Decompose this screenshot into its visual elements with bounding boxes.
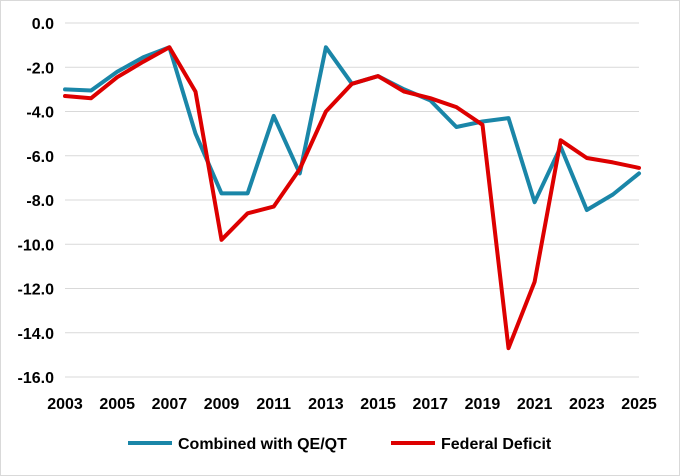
y-tick-label: -16.0 [18, 370, 55, 387]
x-tick-label: 2003 [47, 396, 83, 413]
x-tick-label: 2009 [204, 396, 240, 413]
y-tick-label: -14.0 [18, 326, 55, 343]
y-tick-label: -8.0 [26, 193, 54, 210]
x-tick-label: 2007 [152, 396, 188, 413]
legend-label: Combined with QE/QT [178, 436, 347, 453]
x-tick-label: 2019 [465, 396, 501, 413]
y-tick-label: -10.0 [18, 237, 55, 254]
x-tick-label: 2013 [308, 396, 344, 413]
y-tick-label: -12.0 [18, 282, 55, 299]
series-lines [63, 45, 641, 351]
x-tick-label: 2005 [99, 396, 135, 413]
y-axis-ticks: 0.0 -2.0 -4.0 -6.0 -8.0 -10.0 -12.0 -14.0 -16.0 [18, 16, 55, 387]
x-tick-label: 2015 [360, 396, 396, 413]
y-tick-label: -2.0 [26, 60, 54, 77]
x-tick-label: 2011 [256, 396, 291, 413]
x-tick-label: 2025 [621, 396, 657, 413]
series-line-1 [63, 45, 641, 351]
grid-lines [65, 22, 639, 378]
x-tick-label: 2023 [569, 396, 605, 413]
y-tick-label: -4.0 [26, 105, 54, 122]
y-tick-label: -6.0 [26, 149, 54, 166]
x-tick-label: 2021 [517, 396, 553, 413]
y-tick-label: 0.0 [32, 16, 54, 33]
x-axis-ticks: 2003 2005 2007 2009 2011 2013 2015 2017 2019 2021… [47, 396, 657, 413]
legend: Combined with QE/QT Federal Deficit [128, 436, 552, 453]
legend-label: Federal Deficit [441, 436, 552, 453]
x-tick-label: 2017 [412, 396, 448, 413]
